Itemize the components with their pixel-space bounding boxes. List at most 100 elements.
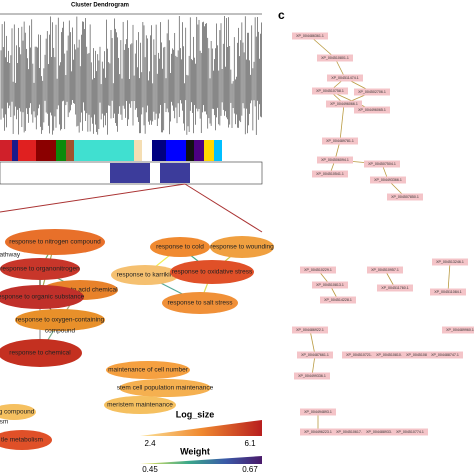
panel-label: c [278, 8, 285, 22]
gene-label: XP_004488747.1 [431, 353, 459, 357]
gene-node [317, 54, 353, 62]
zoom-line [0, 183, 186, 213]
dendrogram-title: Cluster Dendrogram [71, 3, 129, 9]
gene-label: XP_004511760.1 [381, 286, 409, 290]
go-node [111, 265, 179, 285]
legend-title: Weight [180, 446, 210, 456]
go-label: response to salt stress [167, 300, 233, 307]
go-label: meristem maintenance [107, 402, 173, 409]
go-label: response to organic substance [0, 294, 85, 301]
gene-label: XP_004507850.1 [391, 195, 419, 199]
go-label: response to organonitrogen [0, 266, 80, 273]
gene-node [322, 137, 358, 145]
gene-node [430, 288, 466, 296]
weight-gradient [140, 456, 262, 464]
gene-label: XP_004510774.1 [396, 430, 424, 434]
gene-node [354, 88, 390, 96]
gene-label: XP_004486922.1 [296, 328, 324, 332]
module-color [104, 140, 134, 161]
gene-label: XP_004510801.1 [321, 56, 349, 60]
edge [309, 35, 336, 59]
go-label: response to acid chemical [42, 287, 118, 294]
gene-node [332, 428, 368, 436]
gene-label: XP_004511474.1 [331, 76, 359, 80]
legend-max: 6.1 [244, 439, 256, 448]
go-node [0, 339, 82, 367]
go-node [0, 404, 36, 420]
legend-min: 2.4 [144, 439, 156, 448]
go-node [106, 361, 190, 379]
dendrogram [0, 13, 262, 135]
edge [339, 103, 345, 142]
gene-node [297, 351, 333, 359]
gene-node [362, 428, 398, 436]
go-node [5, 229, 105, 255]
gene-node [342, 351, 378, 359]
module-band [150, 163, 160, 183]
gene-node [327, 74, 363, 82]
gene-label: XP_004510957.1 [371, 268, 399, 272]
module-color [204, 140, 214, 161]
gene-node [392, 428, 428, 436]
gene-node [372, 351, 408, 359]
zoom-line [184, 183, 263, 233]
gene-label: XP_004493366.1 [374, 178, 402, 182]
module-color [134, 140, 142, 161]
go-network: response to nitrogen compound pathway resp… [0, 229, 274, 450]
go-label: pathway [0, 252, 21, 259]
gene-label: XP_004496066.1 [330, 102, 358, 106]
gene-node [326, 100, 362, 108]
gene-label: XP_004510541.1 [316, 172, 344, 176]
go-node [210, 236, 274, 258]
gene-label: XP_004499336.1 [298, 374, 326, 378]
gene-label: XP_004510758.1 [316, 89, 344, 93]
gene-label: XP_004496065.1 [358, 108, 386, 112]
gene-label: XP_004507504.1 [368, 162, 396, 166]
gene-node [300, 428, 336, 436]
go-node [162, 292, 238, 314]
gene-node [317, 156, 353, 164]
module-color [66, 140, 74, 161]
gene-node [442, 326, 474, 334]
gene-node [294, 372, 330, 380]
go-node [104, 396, 176, 414]
gene-node [300, 408, 336, 416]
gene-label: XP_004489781.1 [326, 139, 354, 143]
gene-node [292, 326, 328, 334]
gene-label: XP_004502706.1 [358, 90, 386, 94]
module-color [56, 140, 66, 161]
gene-label: XP_004514228.1 [324, 298, 352, 302]
module-color [0, 140, 12, 161]
gene-label: XP_004511084.1 [434, 290, 462, 294]
gene-label: XP_004486361.1 [296, 34, 324, 38]
module-color [12, 140, 18, 161]
coexpression-networks: XP_004486361.1 XP_004510801.1 XP_004511474… [292, 32, 474, 436]
module-color [222, 140, 262, 161]
gene-node [312, 87, 348, 95]
module-color-strip [0, 140, 262, 183]
gene-label: XP_004496223.1 [304, 430, 332, 434]
go-label: response to chemical [9, 350, 71, 357]
gene-label: XP_004494893.1 [304, 410, 332, 414]
edge [447, 261, 451, 293]
gene-node [377, 284, 413, 292]
go-node [119, 379, 211, 397]
gene-label: XP_004510617.1 [336, 430, 364, 434]
legend-max: 0.67 [242, 465, 258, 474]
gene-label: XP_004510813.1 [316, 283, 344, 287]
go-label: tle metabolism [1, 437, 43, 444]
go-label: response to oxidative stress [172, 269, 253, 276]
gene-label: XP_004510803.1 [406, 353, 434, 357]
gene-node [354, 106, 390, 114]
gene-label: XP_004487661.1 [301, 353, 329, 357]
gene-node [427, 351, 463, 359]
edge [309, 329, 316, 356]
gene-node [312, 281, 348, 289]
go-label: maintenance of cell number [108, 367, 189, 374]
legend-min: 0.45 [142, 465, 158, 474]
gene-node [432, 258, 468, 266]
gene-label: XP_004488933.1 [366, 430, 394, 434]
gene-label: XP_004513246.1 [436, 260, 464, 264]
legend-title: Log_size [176, 409, 215, 419]
